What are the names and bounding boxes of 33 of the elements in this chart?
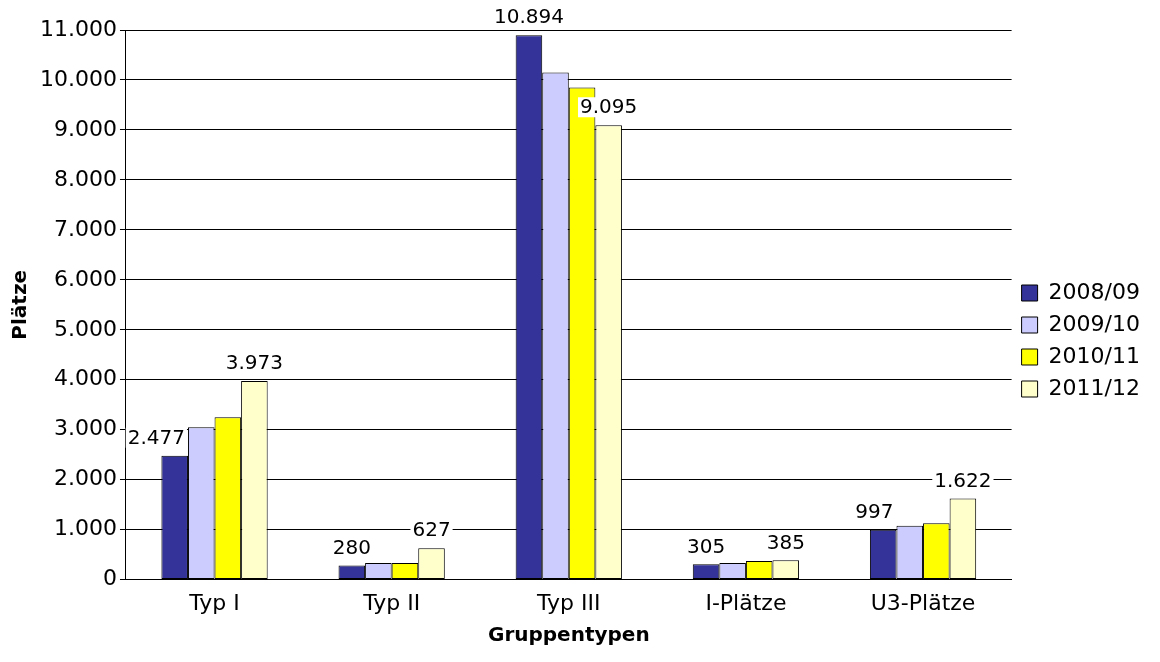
- legend-label: 2008/09: [1048, 278, 1141, 304]
- y-tick-label: 11.000: [39, 15, 117, 41]
- data-label: 3.973: [225, 350, 284, 375]
- data-label: 10.894: [493, 4, 564, 29]
- x-tick-label: Typ II: [362, 589, 421, 615]
- y-tick-label: 0: [102, 565, 117, 591]
- y-tick-label: 6.000: [53, 265, 117, 291]
- data-label: 280: [332, 534, 371, 559]
- data-label: 627: [412, 517, 451, 542]
- data-label: 997: [855, 498, 894, 523]
- y-tick-label: 10.000: [39, 65, 117, 91]
- legend-label: 2010/11: [1048, 342, 1141, 368]
- y-tick-label: 9.000: [53, 115, 117, 141]
- y-axis-title: Plätze: [7, 269, 32, 340]
- data-label: 385: [766, 529, 805, 554]
- x-tick-label: I-Plätze: [705, 589, 787, 615]
- legend-label: 2009/10: [1048, 310, 1141, 336]
- y-tick-label: 2.000: [53, 465, 117, 491]
- x-tick-label: U3-Plätze: [870, 589, 976, 615]
- y-tick-label: 4.000: [53, 365, 117, 391]
- y-tick-label: 7.000: [53, 215, 117, 241]
- data-label: 1.622: [934, 467, 992, 492]
- data-label: 9.095: [580, 94, 638, 119]
- x-tick-label: Typ I: [188, 589, 240, 615]
- y-tick-label: 8.000: [53, 165, 117, 191]
- legend-label: 2011/12: [1048, 374, 1141, 400]
- y-tick-label: 1.000: [53, 515, 117, 541]
- x-axis-title: Gruppentypen: [487, 622, 650, 647]
- data-label: 305: [686, 533, 726, 558]
- y-tick-label: 5.000: [53, 315, 117, 341]
- data-label: 2.477: [127, 425, 185, 450]
- y-tick-label: 3.000: [53, 415, 117, 441]
- x-tick-label: Typ III: [536, 589, 601, 615]
